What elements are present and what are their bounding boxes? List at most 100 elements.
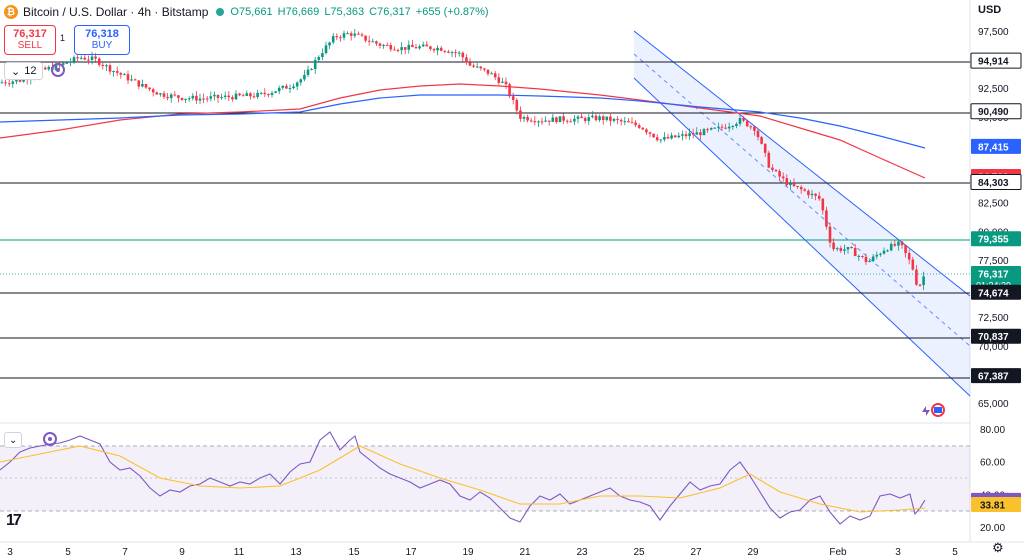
candle: [367, 35, 371, 46]
rsi-line: [0, 431, 926, 525]
candle: [11, 80, 15, 88]
candle: [216, 94, 220, 103]
time-axis[interactable]: 3 5 7 9 11 13 15 17 19 21 23 25 27 29 Feb 3 5: [7, 547, 958, 558]
time-tick-label: 11: [234, 547, 245, 558]
candle: [821, 197, 825, 215]
candle: [65, 62, 69, 64]
candle: [238, 92, 241, 97]
time-tick-label: 19: [462, 547, 474, 558]
svg-text:87,415: 87,415: [978, 142, 1009, 153]
candle: [169, 92, 173, 103]
candle: [817, 191, 821, 201]
svg-text:33.81: 33.81: [980, 500, 1005, 511]
buy-price: 76,318: [85, 28, 119, 40]
descending-channel[interactable]: [634, 31, 970, 396]
rsi-settings-icon[interactable]: [42, 431, 58, 447]
candle: [306, 65, 310, 78]
candle: [835, 246, 839, 252]
candle: [904, 244, 907, 258]
candle: [853, 243, 857, 257]
candle: [522, 115, 526, 123]
candle: [699, 128, 702, 141]
candle: [727, 122, 731, 132]
candle: [810, 189, 814, 199]
time-tick-label: 23: [576, 547, 588, 558]
time-tick-label: 5: [65, 547, 71, 558]
candle: [472, 63, 475, 68]
sell-button[interactable]: 76,317 SELL: [4, 25, 56, 55]
candle: [688, 128, 691, 140]
candle: [609, 112, 612, 126]
candle: [717, 122, 720, 132]
candle: [339, 35, 342, 42]
candle: [915, 265, 918, 286]
candle: [594, 112, 598, 122]
candle: [378, 42, 382, 49]
ohlc-change: +655 (+0.87%): [415, 6, 489, 18]
price-axis[interactable]: 97,50095,00092,50090,00087,50085,00082,5…: [978, 27, 1009, 410]
channel-lower-line[interactable]: [633, 77, 971, 397]
candle: [749, 124, 753, 130]
candle: [691, 128, 695, 139]
candle: [605, 116, 609, 122]
candle: [241, 93, 245, 97]
price-label: 94,914: [970, 52, 1022, 69]
candle: [454, 49, 457, 58]
rsi-collapse-toggle[interactable]: ⌄: [4, 432, 23, 448]
price-label: 67,387: [971, 368, 1021, 384]
candle: [850, 246, 853, 249]
channel-upper-line[interactable]: [633, 30, 971, 297]
candle: [504, 77, 508, 90]
symbol-title[interactable]: Bitcoin / U.S. Dollar · 4h · Bitstamp: [23, 5, 209, 19]
gear-icon[interactable]: ⚙: [992, 540, 1004, 555]
candle: [670, 132, 673, 140]
candle: [79, 55, 83, 60]
time-tick-label: 29: [747, 547, 759, 558]
buy-button[interactable]: 76,318 BUY: [74, 25, 130, 55]
candle: [763, 143, 767, 158]
svg-text:94,914: 94,914: [978, 57, 1009, 68]
price-label: 79,355: [971, 231, 1021, 247]
candle: [922, 271, 925, 291]
candle: [173, 91, 177, 97]
candle: [465, 54, 468, 65]
candle: [328, 41, 331, 50]
candle: [792, 178, 796, 187]
candle: [141, 79, 144, 88]
price-label: 90,490: [970, 103, 1022, 120]
buy-label: BUY: [91, 40, 113, 51]
candle: [403, 47, 407, 55]
price-tick-label: 82,500: [978, 199, 1009, 210]
candle: [760, 136, 763, 145]
candle: [771, 164, 774, 173]
currency-label[interactable]: USD: [978, 4, 1002, 16]
candle: [7, 78, 11, 87]
candle: [324, 41, 328, 55]
time-tick-label: 21: [519, 547, 531, 558]
price-tick-label: 77,500: [978, 256, 1009, 267]
refresh-icon[interactable]: [50, 62, 66, 78]
indicators-toggle[interactable]: ⌄ 12: [4, 62, 44, 80]
tradingview-logo-icon[interactable]: 17: [6, 512, 22, 529]
candle: [731, 124, 735, 130]
candle: [627, 118, 630, 123]
candle: [267, 93, 270, 98]
candle: [256, 89, 259, 100]
rsi-tick-label: 80.00: [980, 425, 1005, 436]
candle: [767, 150, 771, 169]
candle: [663, 132, 666, 142]
candle: [191, 93, 195, 101]
candle: [231, 95, 234, 102]
candle: [483, 68, 486, 72]
candle: [659, 139, 663, 144]
candle: [900, 240, 904, 249]
events-icon[interactable]: [922, 403, 945, 417]
rsi-band: [0, 446, 970, 511]
candle: [429, 45, 432, 51]
candle: [695, 127, 699, 135]
ohlc-close: C76,317: [369, 6, 411, 18]
candle: [846, 246, 850, 254]
candle: [684, 130, 688, 140]
